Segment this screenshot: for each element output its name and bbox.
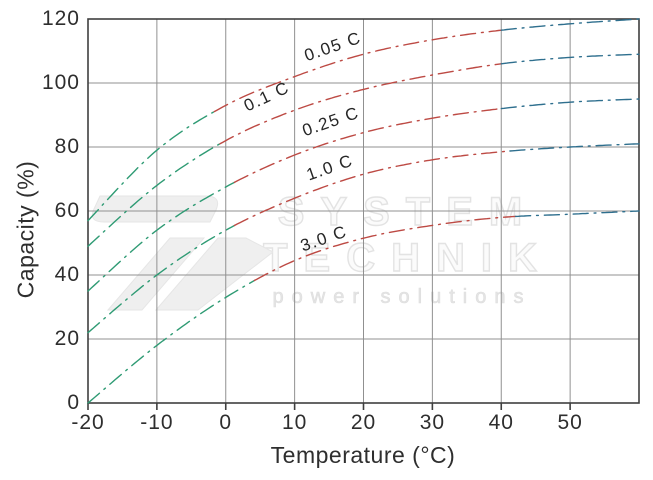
curve-0.25c <box>87 181 236 292</box>
x-tick-label-30: 30 <box>419 411 446 434</box>
curve-3.0c <box>253 215 517 282</box>
x-tick-label-20: 20 <box>350 411 377 434</box>
y-tick-label-120: 120 <box>41 7 80 30</box>
curve-0.1c <box>87 143 221 247</box>
x-tick-label-40: 40 <box>488 411 514 434</box>
curve-1.0c <box>233 150 511 227</box>
x-tick-label--20: -20 <box>71 411 105 434</box>
curve-0.05c <box>500 18 640 31</box>
curve-0.1c <box>500 53 640 65</box>
watermark-text-system: SYSTEM <box>277 189 539 234</box>
y-tick-label-80: 80 <box>54 135 80 158</box>
x-tick-label--10: -10 <box>140 411 174 434</box>
curve-1.0c <box>509 143 640 152</box>
curve-0.1c <box>219 63 502 145</box>
x-tick-label-0: 0 <box>219 411 233 434</box>
curve-1.0c <box>87 224 236 334</box>
y-tick-label-60: 60 <box>54 199 80 222</box>
y-tick-label-20: 20 <box>54 327 80 350</box>
watermark-text-technik: TECHNIK <box>262 235 553 280</box>
y-axis-title: Capacity (%) <box>12 160 39 299</box>
curve-3.0c <box>87 279 256 404</box>
watermark-text-power-solutions: power solutions <box>272 286 532 309</box>
curve-0.25c <box>500 98 640 110</box>
x-tick-label-50: 50 <box>557 411 583 434</box>
x-axis-title: Temperature (°C) <box>270 442 456 468</box>
curve-3.0c <box>514 210 640 218</box>
y-tick-label-100: 100 <box>41 71 80 94</box>
x-tick-label-10: 10 <box>281 411 308 434</box>
y-tick-label-0: 0 <box>67 391 80 414</box>
curve-0.25c <box>233 107 502 184</box>
curve-0.05c <box>87 110 215 222</box>
watermark-logo-icon <box>91 195 273 311</box>
y-tick-label-40: 40 <box>54 263 80 286</box>
curve-0.05c <box>213 29 502 113</box>
